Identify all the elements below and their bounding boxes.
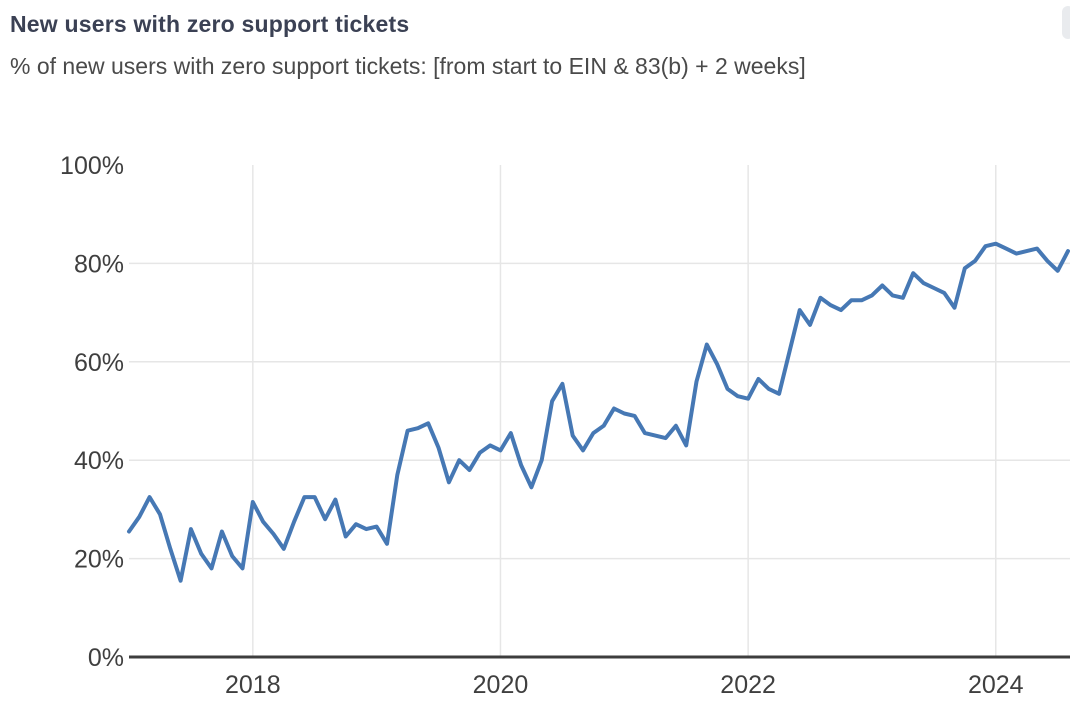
data-line-zero-support-tickets [127,241,1070,583]
y-tick-label: 20% [74,546,124,574]
y-tick-label: 80% [74,250,124,278]
y-tick-label: 0% [88,644,124,672]
y-tick-label: 60% [74,349,124,377]
x-tick-label: 2018 [225,671,281,699]
x-tick-label: 2022 [720,671,776,699]
y-tick-label: 40% [74,447,124,475]
chart-subtitle: % of new users with zero support tickets… [10,53,806,79]
scrollbar-thumb[interactable] [1062,6,1070,39]
x-tick-label: 2020 [473,671,529,699]
x-tick-label: 2024 [968,671,1024,699]
y-tick-label: 100% [60,152,124,180]
chart-title: New users with zero support tickets [10,11,410,37]
